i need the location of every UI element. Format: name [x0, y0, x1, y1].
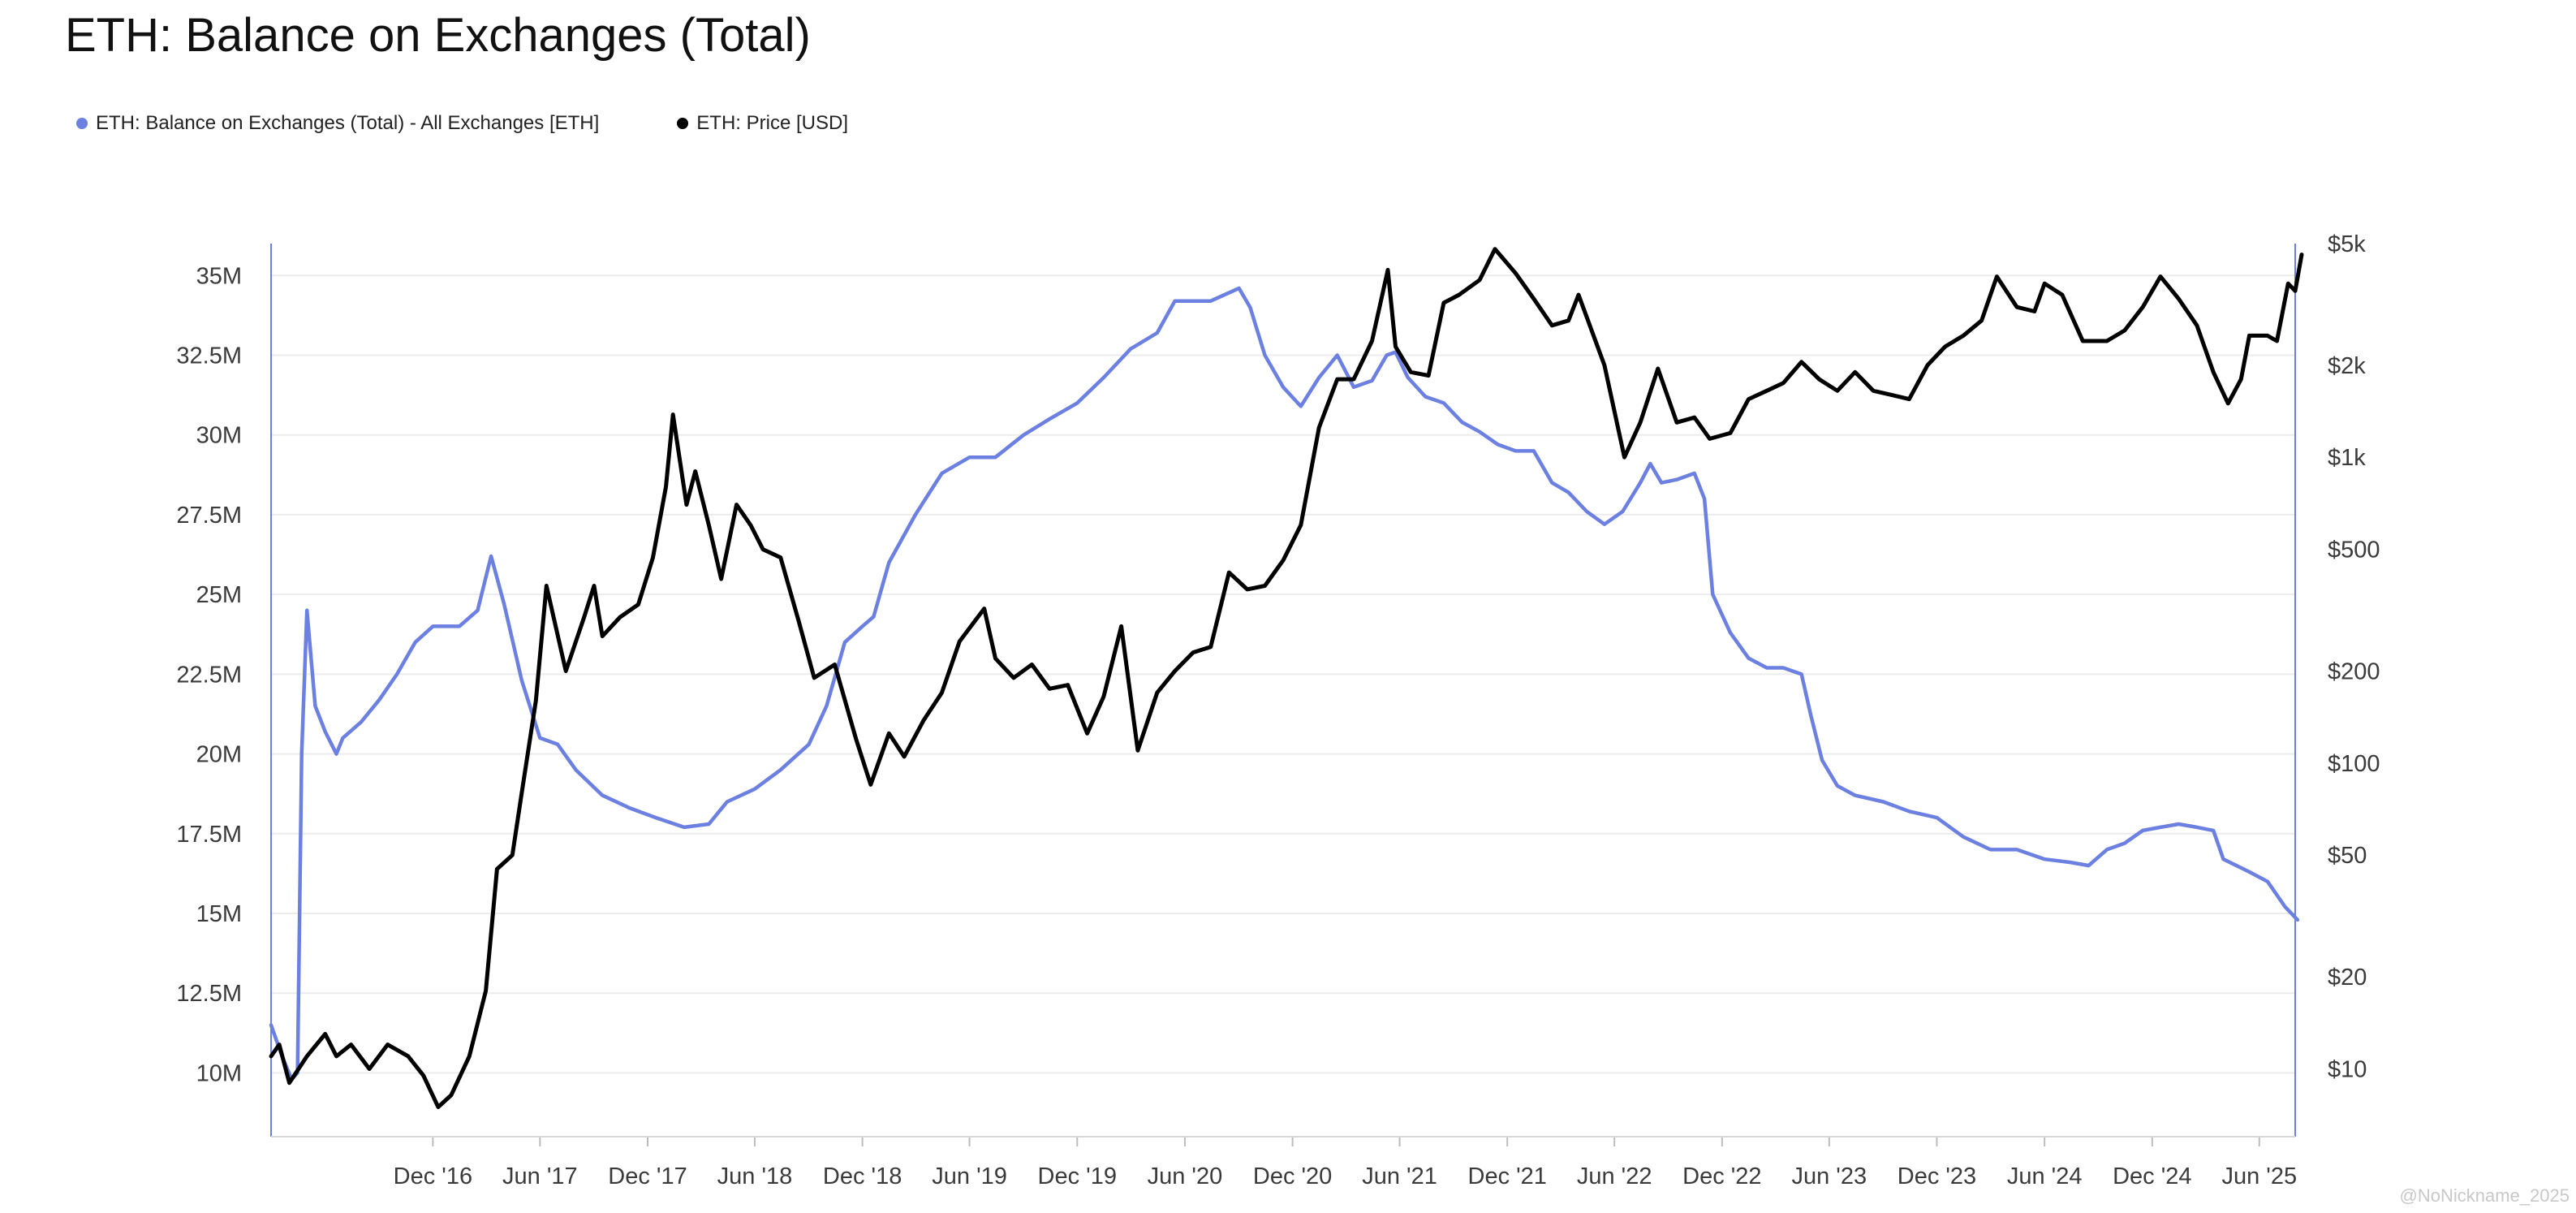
- x-tick-label: Jun '20: [1148, 1163, 1223, 1189]
- y-left-tick-label: 10M: [196, 1060, 242, 1086]
- legend-item-price[interactable]: ETH: Price [USD]: [677, 112, 848, 135]
- legend-label-price: ETH: Price [USD]: [696, 112, 848, 134]
- x-tick-label: Dec '23: [1898, 1163, 1976, 1189]
- series-line-balance: [269, 286, 2300, 1081]
- y-left-tick-label: 17.5M: [176, 822, 242, 848]
- y-right-tick-label: $2k: [2328, 353, 2366, 379]
- series-lines: [269, 247, 2304, 1109]
- y-left-tick-label: 35M: [196, 263, 242, 289]
- legend-label-balance: ETH: Balance on Exchanges (Total) - All …: [96, 112, 600, 134]
- y-right-tick-label: $50: [2328, 843, 2367, 869]
- x-tick-label: Jun '19: [932, 1163, 1007, 1189]
- y-right-tick-label: $5k: [2328, 231, 2366, 257]
- y-right-tick-label: $20: [2328, 965, 2367, 991]
- legend-item-balance[interactable]: ETH: Balance on Exchanges (Total) - All …: [76, 112, 599, 135]
- y-left-tick-label: 12.5M: [176, 981, 242, 1007]
- y-right-tick-label: $500: [2328, 537, 2380, 563]
- y-left-tick-label: 25M: [196, 582, 242, 608]
- x-tick-label: Dec '19: [1038, 1163, 1117, 1189]
- watermark: @NoNickname_2025: [2399, 1185, 2570, 1206]
- page-title: ETH: Balance on Exchanges (Total): [65, 9, 811, 62]
- x-tick-label: Dec '17: [608, 1163, 687, 1189]
- x-tick-label: Dec '24: [2113, 1163, 2191, 1189]
- y-right-tick-label: $100: [2328, 751, 2380, 777]
- x-tick-label: Dec '16: [394, 1163, 472, 1189]
- series-line-price: [269, 247, 2304, 1109]
- y-right-tick-label: $200: [2328, 658, 2380, 684]
- chart-legend: ETH: Balance on Exchanges (Total) - All …: [76, 112, 848, 135]
- y-left-tick-label: 15M: [196, 901, 242, 927]
- y-right-tick-label: $1k: [2328, 445, 2366, 471]
- legend-dot-price: [677, 118, 689, 129]
- x-tick-label: Jun '21: [1362, 1163, 1437, 1189]
- x-tick-label: Jun '24: [2007, 1163, 2083, 1189]
- tick-labels: 10M 12.5M 15M 17.5M 20M 22.5M 25M 27.5M 30M 32.5M…: [176, 231, 2380, 1189]
- y-left-tick-label: 30M: [196, 423, 242, 449]
- y-left-tick-label: 20M: [196, 742, 242, 768]
- x-tick-label: Jun '17: [502, 1163, 578, 1189]
- y-left-tick-label: 32.5M: [176, 343, 242, 369]
- y-left-tick-label: 27.5M: [176, 503, 242, 529]
- x-tick-label: Dec '21: [1468, 1163, 1547, 1189]
- y-left-tick-label: 22.5M: [176, 662, 242, 688]
- x-tick-label: Jun '22: [1577, 1163, 1652, 1189]
- x-tick-label: Jun '23: [1791, 1163, 1867, 1189]
- y-right-tick-label: $10: [2328, 1056, 2367, 1082]
- gridlines: [271, 274, 2295, 1074]
- x-tick-label: Dec '18: [823, 1163, 902, 1189]
- axes: [270, 244, 2296, 1146]
- x-tick-label: Jun '25: [2221, 1163, 2297, 1189]
- legend-dot-balance: [76, 118, 88, 129]
- x-tick-label: Jun '18: [717, 1163, 793, 1189]
- x-tick-label: Dec '20: [1253, 1163, 1332, 1189]
- x-tick-label: Dec '22: [1682, 1163, 1761, 1189]
